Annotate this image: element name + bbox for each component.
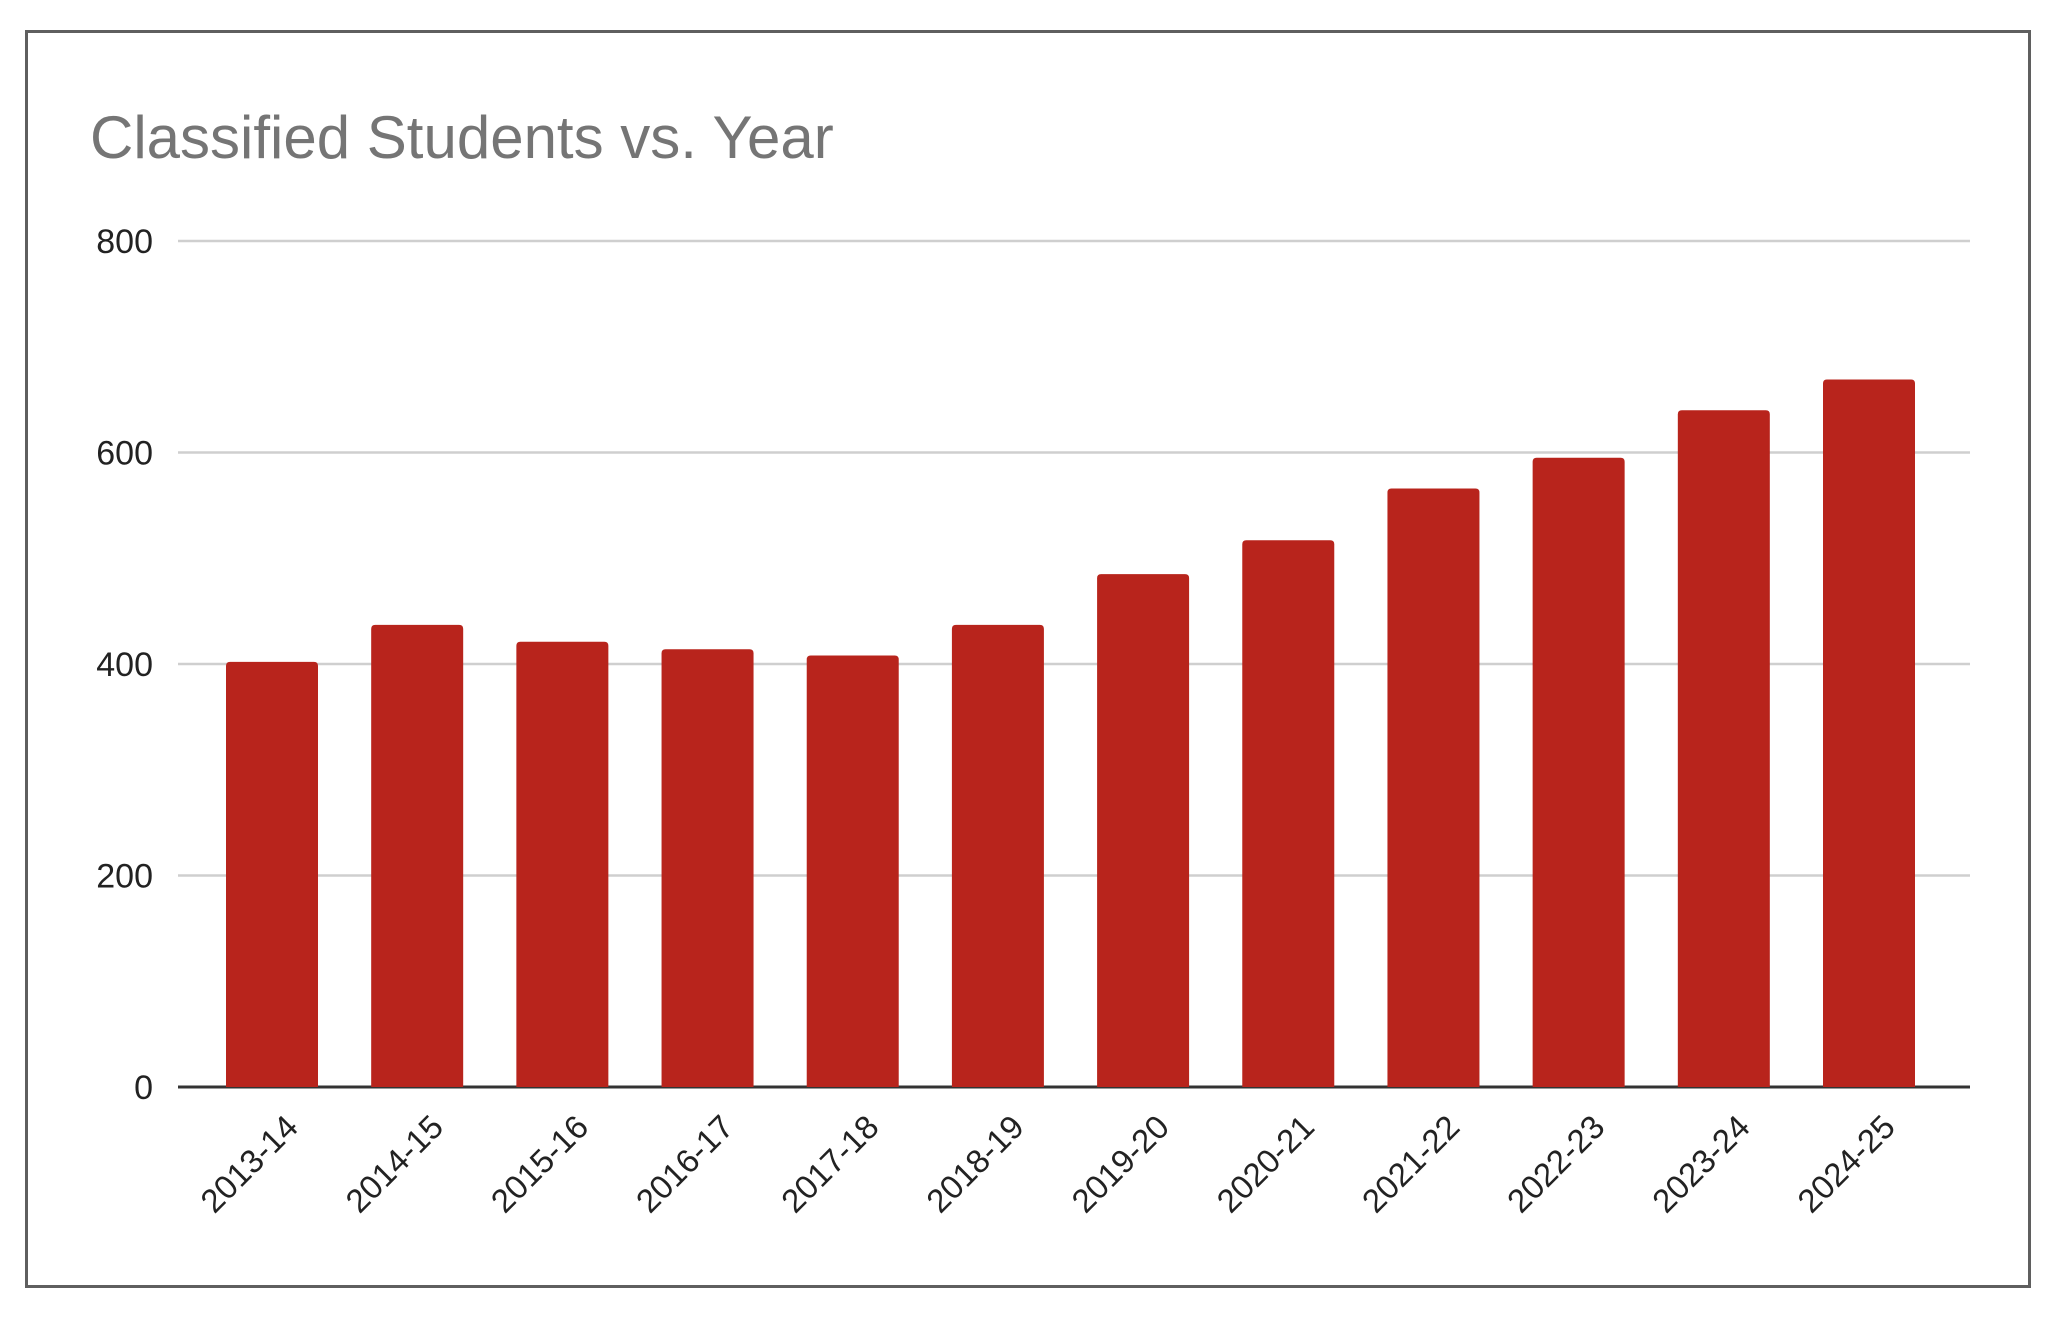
x-tick-label: 2014-15 [338,1108,450,1220]
bar [1677,410,1770,1087]
bar [1532,457,1625,1088]
chart-frame [25,30,2031,1288]
bar [951,624,1044,1087]
y-tick-label: 800 [96,223,153,261]
x-tick-label: 2013-14 [193,1108,305,1220]
y-tick-label: 600 [96,435,153,473]
bar [661,649,754,1087]
bar [226,661,318,1087]
x-tick-label: 2016-17 [629,1108,741,1220]
bar [1242,540,1335,1087]
bar [806,655,899,1087]
bar [516,641,609,1087]
bar [1097,574,1190,1087]
bar [1823,379,1915,1088]
x-tick-label: 2017-18 [774,1108,886,1220]
x-tick-label: 2015-16 [484,1108,596,1220]
bar [371,624,464,1087]
y-tick-label: 200 [96,858,153,896]
x-tick-label: 2023-24 [1645,1108,1757,1220]
y-tick-label: 0 [134,1069,153,1107]
x-tick-label: 2019-20 [1064,1108,1176,1220]
x-tick-label: 2018-19 [919,1108,1031,1220]
chart-title: Classified Students vs. Year [90,104,834,171]
x-tick-label: 2020-21 [1209,1108,1321,1220]
x-tick-label: 2021-22 [1355,1108,1467,1220]
x-tick-label: 2024-25 [1790,1108,1902,1220]
x-tick-label: 2022-23 [1500,1108,1612,1220]
bar [1387,488,1480,1088]
y-tick-label: 400 [96,646,153,684]
